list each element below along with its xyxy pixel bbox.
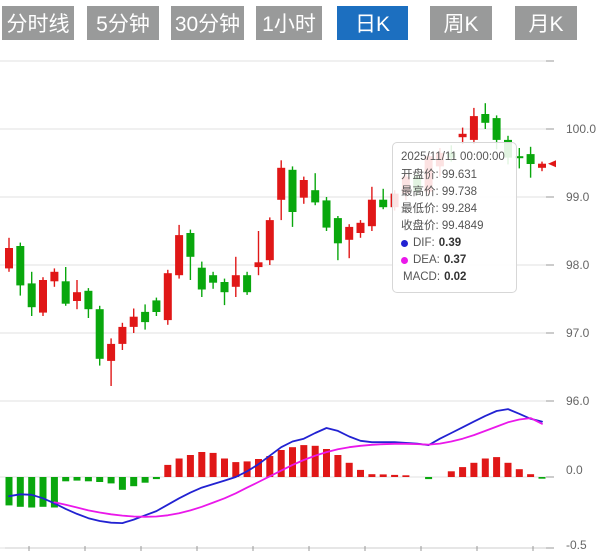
tab-5min[interactable]: 5分钟: [87, 6, 159, 40]
macd-axis-label-0: 0.0: [566, 463, 583, 477]
tab-daily-k[interactable]: 日K: [337, 6, 408, 40]
tab-weekly-k[interactable]: 周K: [430, 6, 492, 40]
tab-1hour[interactable]: 1小时: [256, 6, 322, 40]
price-axis-label-100: 100.0: [566, 122, 597, 136]
price-axis-label-97: 97.0: [566, 326, 590, 340]
price-axis-label-99: 99.0: [566, 190, 590, 204]
tooltip-datetime: 2025/11/11 00:00:00: [401, 151, 505, 163]
tooltip-dif-row: DIF: 0.39: [401, 235, 508, 252]
dea-dot-icon: [401, 257, 408, 264]
tooltip-open-row: 开盘价: 99.631: [401, 169, 478, 181]
tooltip-close-row: 收盘价: 99.4849: [401, 220, 484, 232]
latest-price-marker-icon: [548, 160, 556, 168]
tab-30min[interactable]: 30分钟: [171, 6, 244, 40]
kline-tooltip: 2025/11/11 00:00:00 开盘价: 99.631 最高价: 99.…: [392, 142, 517, 293]
price-axis-label-98: 98.0: [566, 258, 590, 272]
tooltip-dea-row: DEA: 0.37: [401, 252, 508, 269]
tooltip-high-row: 最高价: 99.738: [401, 186, 478, 198]
tooltip-low-row: 最低价: 99.284: [401, 203, 478, 215]
tab-monthly-k[interactable]: 月K: [515, 6, 577, 40]
macd-axis-label-neg05: -0.5: [566, 538, 587, 551]
dif-dot-icon: [401, 240, 408, 247]
price-axis-label-96: 96.0: [566, 394, 590, 408]
tab-time-line[interactable]: 分时线: [2, 6, 74, 40]
tooltip-macd-row: MACD: 0.02: [403, 271, 467, 283]
